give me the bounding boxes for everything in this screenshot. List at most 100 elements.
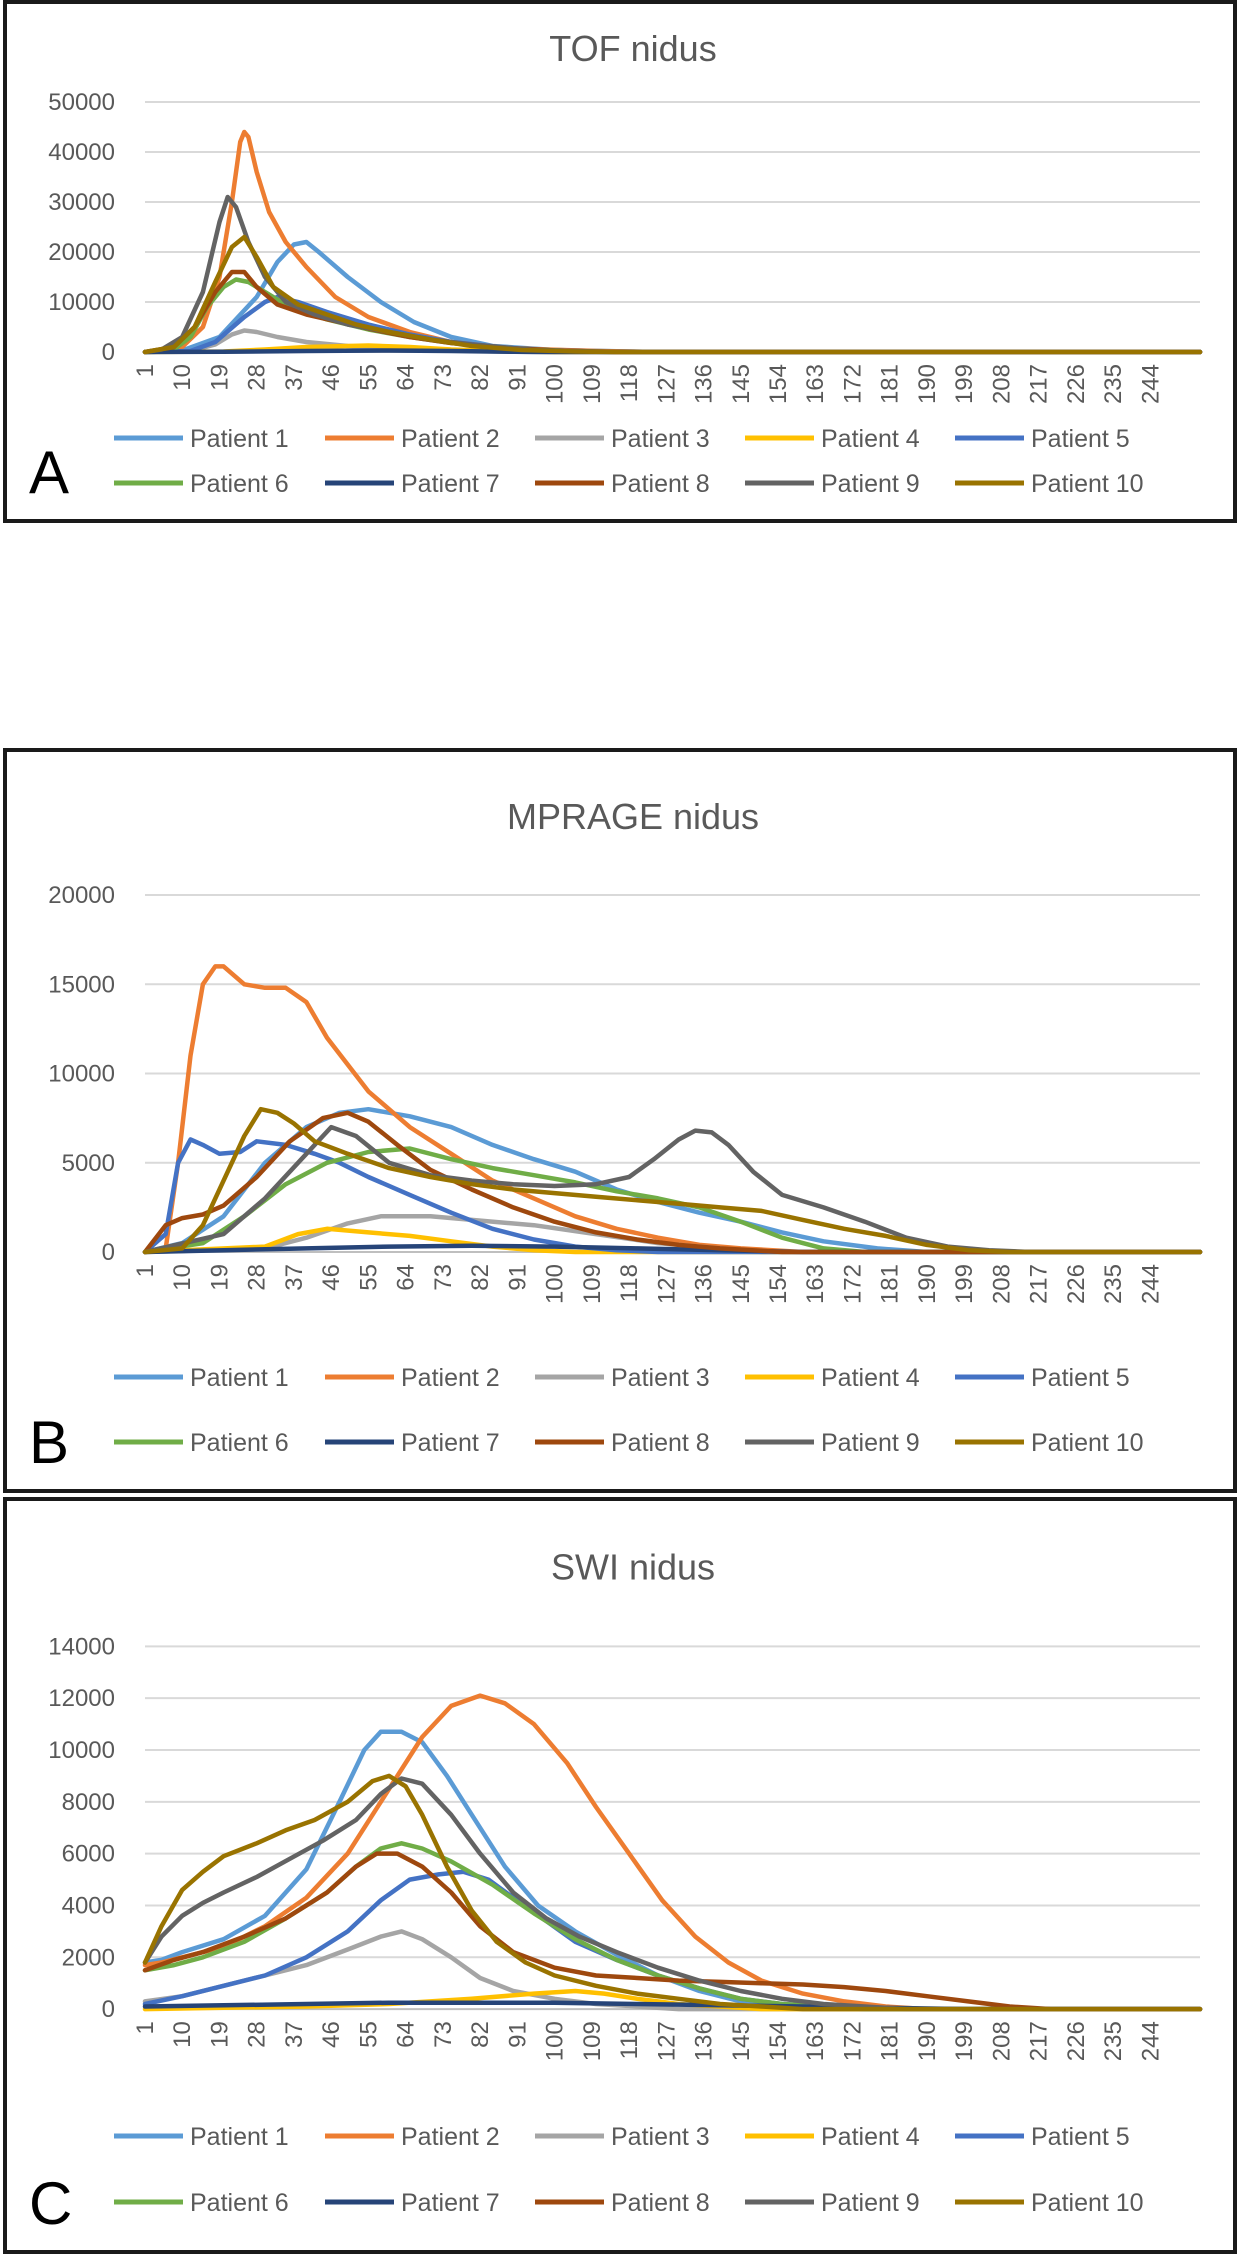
y-tick-label: 6000 bbox=[62, 1841, 115, 1868]
x-tick-label: 1 bbox=[132, 364, 159, 377]
chart-title: MPRAGE nidus bbox=[507, 796, 759, 837]
x-tick-label: 10 bbox=[169, 364, 196, 391]
legend-label: Patient 6 bbox=[190, 2189, 289, 2217]
x-tick-label: 19 bbox=[206, 2021, 233, 2048]
legend-label: Patient 1 bbox=[190, 2123, 289, 2151]
legend-label: Patient 7 bbox=[401, 1429, 500, 1457]
legend-label: Patient 7 bbox=[401, 2189, 500, 2217]
x-tick-label: 73 bbox=[430, 1264, 457, 1291]
series-line bbox=[142, 1124, 1203, 1255]
x-tick-label: 244 bbox=[1137, 2021, 1164, 2061]
x-tick-label: 100 bbox=[542, 364, 569, 404]
y-tick-label: 20000 bbox=[48, 882, 115, 909]
x-tick-label: 73 bbox=[430, 2021, 457, 2048]
x-tick-label: 244 bbox=[1137, 1264, 1164, 1304]
x-tick-label: 208 bbox=[988, 1264, 1015, 1304]
x-tick-label: 217 bbox=[1026, 1264, 1053, 1304]
x-tick-label: 235 bbox=[1100, 1264, 1127, 1304]
x-tick-label: 136 bbox=[691, 1264, 718, 1304]
legend-label: Patient 4 bbox=[821, 2123, 920, 2151]
series-line bbox=[142, 1226, 1203, 1255]
x-tick-label: 235 bbox=[1100, 2021, 1127, 2061]
x-tick-label: 190 bbox=[914, 2021, 941, 2061]
x-tick-label: 64 bbox=[393, 2021, 420, 2048]
series-line bbox=[142, 964, 1203, 1255]
x-tick-label: 46 bbox=[318, 364, 345, 391]
y-tick-label: 10000 bbox=[48, 1061, 115, 1088]
legend-label: Patient 4 bbox=[821, 425, 920, 453]
panel-letter: B bbox=[29, 1409, 69, 1476]
x-tick-label: 64 bbox=[393, 364, 420, 391]
x-tick-label: 82 bbox=[467, 1264, 494, 1291]
series-line bbox=[142, 1851, 1203, 2012]
x-tick-label: 28 bbox=[244, 1264, 271, 1291]
legend-label: Patient 6 bbox=[190, 1429, 289, 1457]
legend-label: Patient 5 bbox=[1031, 425, 1130, 453]
x-tick-label: 1 bbox=[132, 2021, 159, 2034]
x-tick-label: 1 bbox=[132, 1264, 159, 1277]
series-line bbox=[142, 1869, 1203, 2012]
x-tick-label: 127 bbox=[653, 364, 680, 404]
x-tick-label: 217 bbox=[1026, 2021, 1053, 2061]
x-tick-label: 109 bbox=[579, 2021, 606, 2061]
y-tick-label: 2000 bbox=[62, 1944, 115, 1971]
x-tick-label: 235 bbox=[1100, 364, 1127, 404]
panel-letter: C bbox=[29, 2170, 72, 2237]
series-line bbox=[142, 1729, 1203, 2012]
x-tick-label: 190 bbox=[914, 364, 941, 404]
y-tick-label: 40000 bbox=[48, 139, 115, 166]
x-tick-label: 208 bbox=[988, 364, 1015, 404]
legend-label: Patient 1 bbox=[190, 425, 289, 453]
x-tick-label: 136 bbox=[691, 2021, 718, 2061]
x-tick-label: 82 bbox=[467, 2021, 494, 2048]
y-tick-label: 14000 bbox=[48, 1633, 115, 1660]
series-line bbox=[142, 1106, 1203, 1255]
x-tick-label: 199 bbox=[951, 364, 978, 404]
y-tick-label: 30000 bbox=[48, 189, 115, 216]
chart-svg-c: SWI nidus 0 2000 4000 6000 8000 10000 12000 1400… bbox=[29, 1546, 1203, 2237]
legend-label: Patient 10 bbox=[1031, 470, 1144, 498]
x-tick-label: 37 bbox=[281, 1264, 308, 1291]
x-tick-label: 46 bbox=[318, 1264, 345, 1291]
legend-label: Patient 10 bbox=[1031, 1429, 1144, 1457]
x-tick-label: 55 bbox=[355, 364, 382, 391]
chart-title: SWI nidus bbox=[551, 1546, 715, 1587]
legend-label: Patient 8 bbox=[611, 470, 710, 498]
legend-label: Patient 2 bbox=[401, 425, 500, 453]
x-tick-label: 172 bbox=[839, 1264, 866, 1304]
x-tick-label: 199 bbox=[951, 2021, 978, 2061]
x-tick-label: 190 bbox=[914, 1264, 941, 1304]
legend-label: Patient 5 bbox=[1031, 2123, 1130, 2151]
legend-label: Patient 10 bbox=[1031, 2189, 1144, 2217]
legend-label: Patient 2 bbox=[401, 2123, 500, 2151]
legend-label: Patient 2 bbox=[401, 1364, 500, 1392]
y-tick-label: 5000 bbox=[62, 1150, 115, 1177]
x-tick-label: 154 bbox=[765, 1264, 792, 1304]
x-tick-label: 109 bbox=[579, 364, 606, 404]
panel-letter: A bbox=[29, 439, 69, 506]
legend-label: Patient 6 bbox=[190, 470, 289, 498]
y-tick-label: 50000 bbox=[48, 89, 115, 116]
y-tick-label: 10000 bbox=[48, 1737, 115, 1764]
legend-label: Patient 8 bbox=[611, 2189, 710, 2217]
series-line bbox=[142, 1773, 1203, 2012]
chart-title: TOF nidus bbox=[549, 28, 716, 69]
x-tick-label: 46 bbox=[318, 2021, 345, 2048]
y-tick-label: 8000 bbox=[62, 1789, 115, 1816]
x-tick-label: 91 bbox=[504, 364, 531, 391]
x-tick-label: 217 bbox=[1026, 364, 1053, 404]
x-tick-label: 145 bbox=[728, 2021, 755, 2061]
x-tick-label: 37 bbox=[281, 2021, 308, 2048]
x-tick-label: 10 bbox=[169, 1264, 196, 1291]
x-tick-label: 127 bbox=[653, 2021, 680, 2061]
y-tick-label: 20000 bbox=[48, 239, 115, 266]
series-line bbox=[142, 239, 1203, 355]
legend-label: Patient 5 bbox=[1031, 1364, 1130, 1392]
chart-svg-b: MPRAGE nidus 0 5000 10000 15000 20000 1 10 19 28 3… bbox=[29, 796, 1203, 1476]
x-tick-label: 91 bbox=[504, 1264, 531, 1291]
x-tick-label: 82 bbox=[467, 364, 494, 391]
x-tick-label: 19 bbox=[206, 364, 233, 391]
series-line bbox=[142, 1776, 1203, 2012]
chart-panel-a: TOF nidus 0 10000 20000 30000 40000 50000 1 10 19… bbox=[3, 0, 1237, 523]
chart-svg-a: TOF nidus 0 10000 20000 30000 40000 50000 1 10 19… bbox=[29, 28, 1203, 506]
